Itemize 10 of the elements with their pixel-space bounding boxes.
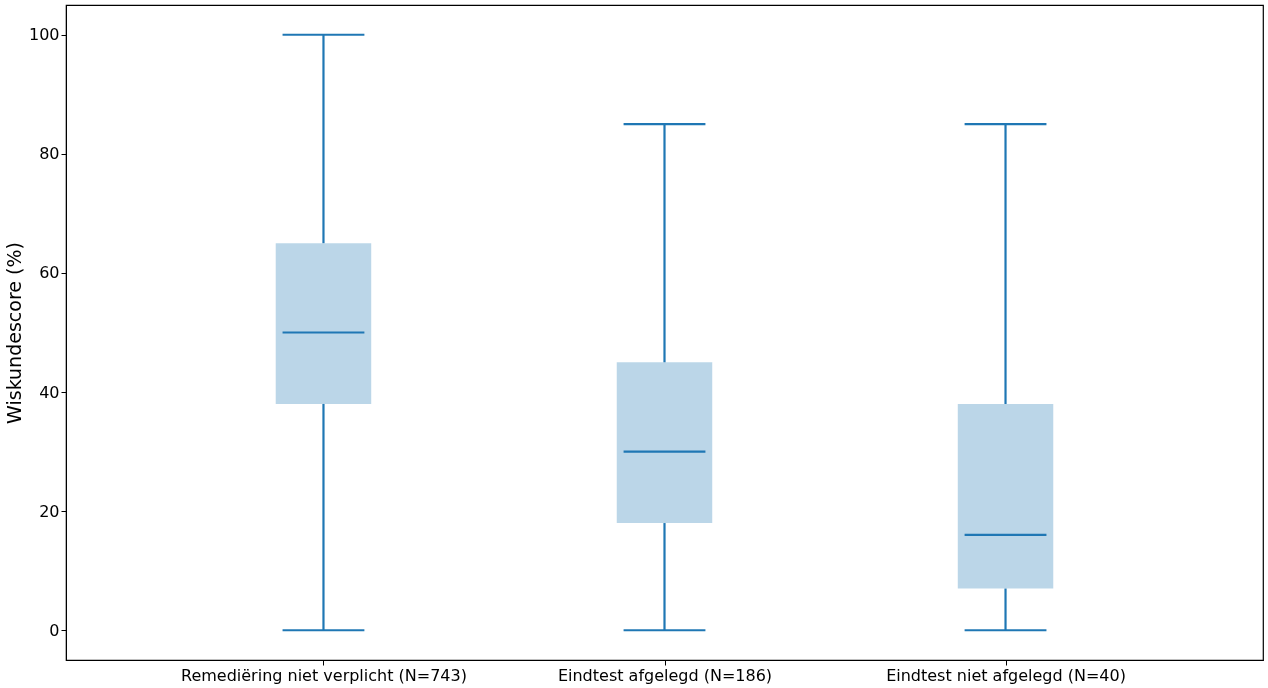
y-axis-title: Wiskundescore (%) <box>2 242 25 424</box>
y-tick-label: 40 <box>39 382 60 402</box>
x-tick-label: Eindtest afgelegd (N=186) <box>557 665 773 685</box>
y-tick-label: 20 <box>39 501 60 521</box>
y-tick-label: 0 <box>49 620 60 640</box>
y-tick-label: 80 <box>39 144 60 164</box>
x-tick-label: Remediëring niet verplicht (N=743) <box>181 665 467 685</box>
y-tick-label: 100 <box>28 25 60 45</box>
y-tick-label: 60 <box>39 263 60 283</box>
x-tick-label: Eindtest niet afgelegd (N=40) <box>886 665 1126 685</box>
